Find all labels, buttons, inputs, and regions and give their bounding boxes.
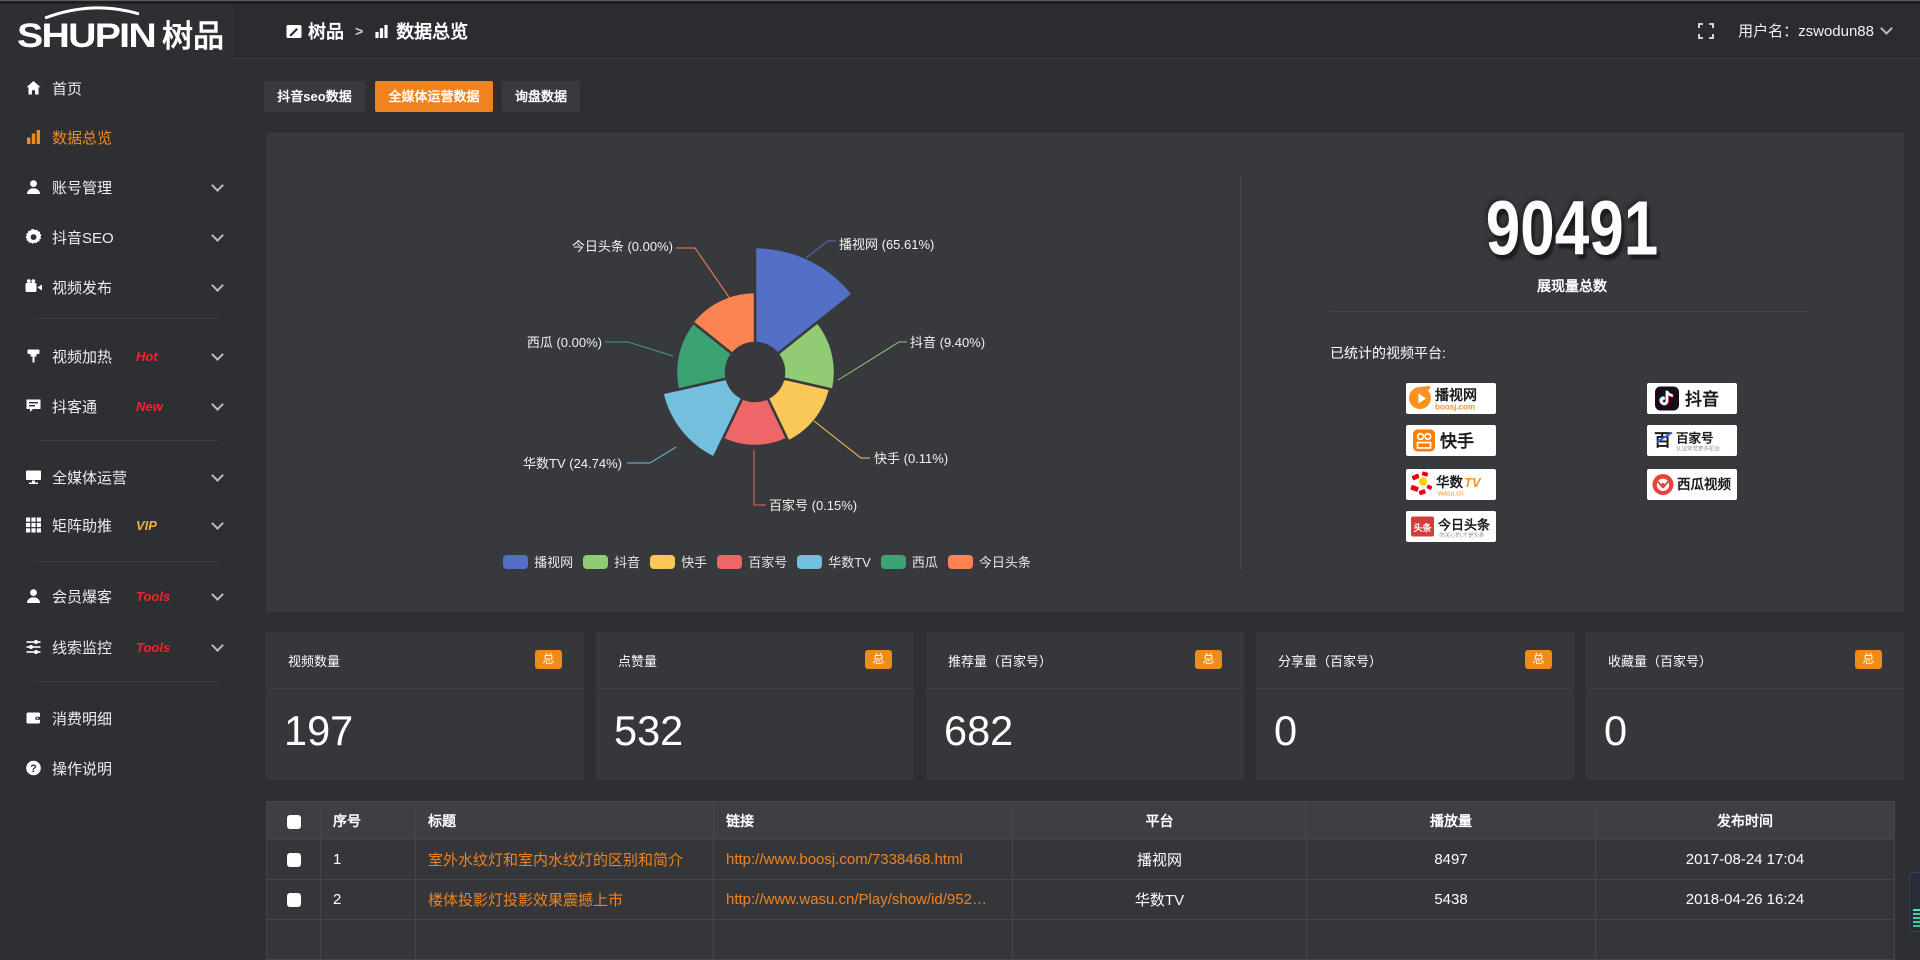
svg-text:快手: 快手 [1440, 431, 1474, 451]
svg-text:wasu.cn: wasu.cn [1437, 491, 1464, 498]
svg-text:TV: TV [1464, 475, 1482, 490]
svg-text:播视网: 播视网 [1435, 387, 1477, 403]
svg-text:华数TV (24.74%): 华数TV (24.74%) [523, 456, 622, 471]
svg-text:快手 (0.11%): 快手 (0.11%) [874, 451, 948, 466]
svg-text:播视网 (65.61%): 播视网 (65.61%) [839, 237, 934, 252]
svg-text:树品: 树品 [162, 19, 224, 52]
svg-text:认证荣誉更多机会: 认证荣誉更多机会 [1676, 445, 1721, 453]
svg-text:西瓜视频: 西瓜视频 [1677, 476, 1731, 492]
svg-text:百家号: 百家号 [1676, 431, 1714, 446]
svg-text:boosj.com: boosj.com [1435, 403, 1475, 412]
svg-text:百家号 (0.15%): 百家号 (0.15%) [769, 498, 857, 513]
svg-text:今日头条: 今日头条 [1437, 518, 1491, 533]
svg-text:抖音: 抖音 [1685, 389, 1719, 409]
svg-text:今日头条 (0.00%): 今日头条 (0.00%) [572, 239, 673, 254]
svg-text:华数: 华数 [1436, 474, 1464, 490]
svg-text:?: ? [30, 763, 37, 775]
svg-text:SHUPIN: SHUPIN [17, 17, 155, 52]
svg-text:头条: 头条 [1413, 522, 1432, 533]
svg-text:西瓜 (0.00%): 西瓜 (0.00%) [527, 335, 602, 350]
svg-text:你关心的,才是头条: 你关心的,才是头条 [1439, 531, 1485, 539]
svg-text:抖音 (9.40%): 抖音 (9.40%) [910, 335, 985, 350]
